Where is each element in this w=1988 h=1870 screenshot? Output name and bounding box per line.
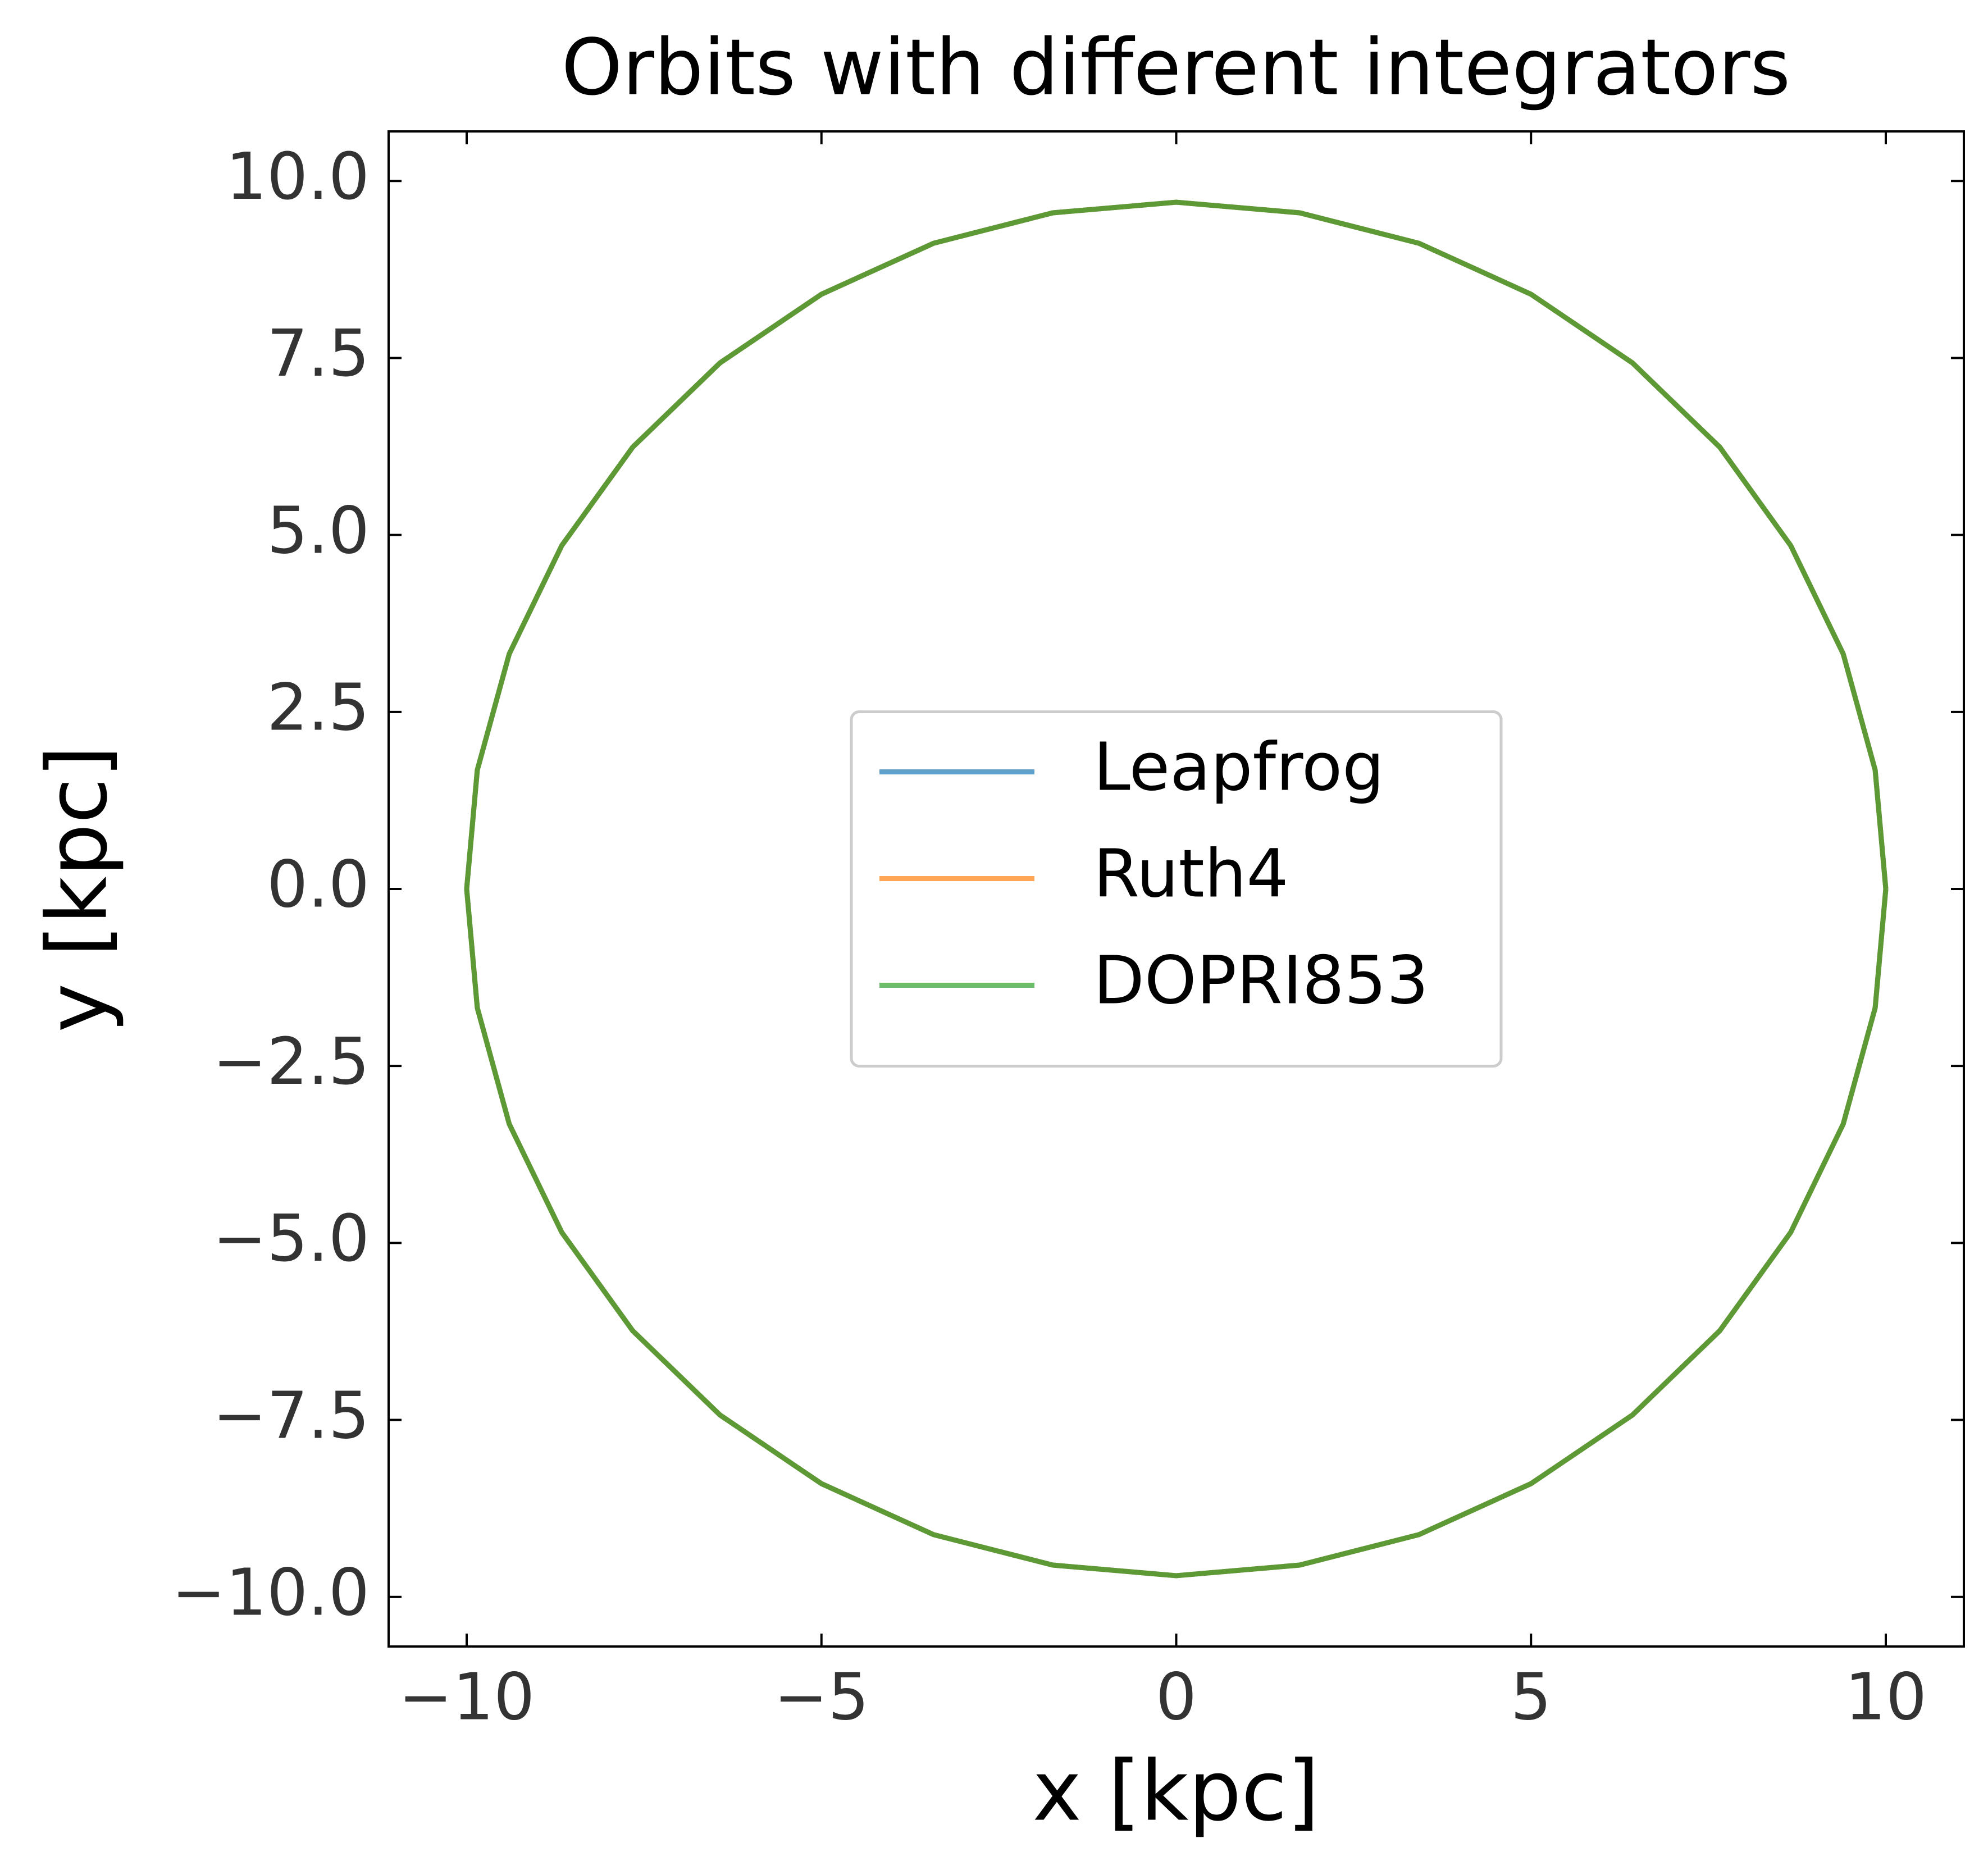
legend-label: DOPRI853	[1093, 942, 1429, 1019]
y-tick-label: −10.0	[172, 1555, 370, 1630]
x-tick-label: 5	[1511, 1660, 1552, 1735]
x-axis-label: x [kpc]	[1032, 1743, 1319, 1840]
y-tick-label: 10.0	[226, 139, 370, 215]
legend-box	[850, 710, 1503, 1068]
legend-label: Leapfrog	[1093, 728, 1384, 806]
x-tick-label: −5	[774, 1660, 869, 1735]
y-tick-label: 2.5	[267, 671, 370, 746]
y-axis-label: y [kpc]	[29, 745, 126, 1032]
y-tick-label: 7.5	[267, 316, 370, 391]
x-tick-label: 0	[1156, 1660, 1197, 1735]
y-tick-label: −2.5	[213, 1024, 370, 1100]
legend-label: Ruth4	[1093, 835, 1289, 913]
chart-title: Orbits with different integrators	[562, 22, 1791, 113]
y-tick-label: 5.0	[267, 493, 370, 568]
y-tick-label: −7.5	[213, 1378, 370, 1453]
x-tick-label: 10	[1845, 1660, 1927, 1735]
y-tick-label: −5.0	[213, 1201, 370, 1276]
x-tick-label: −10	[399, 1660, 535, 1735]
y-tick-label: 0.0	[267, 847, 370, 923]
orbit-line	[464, 199, 1889, 1579]
